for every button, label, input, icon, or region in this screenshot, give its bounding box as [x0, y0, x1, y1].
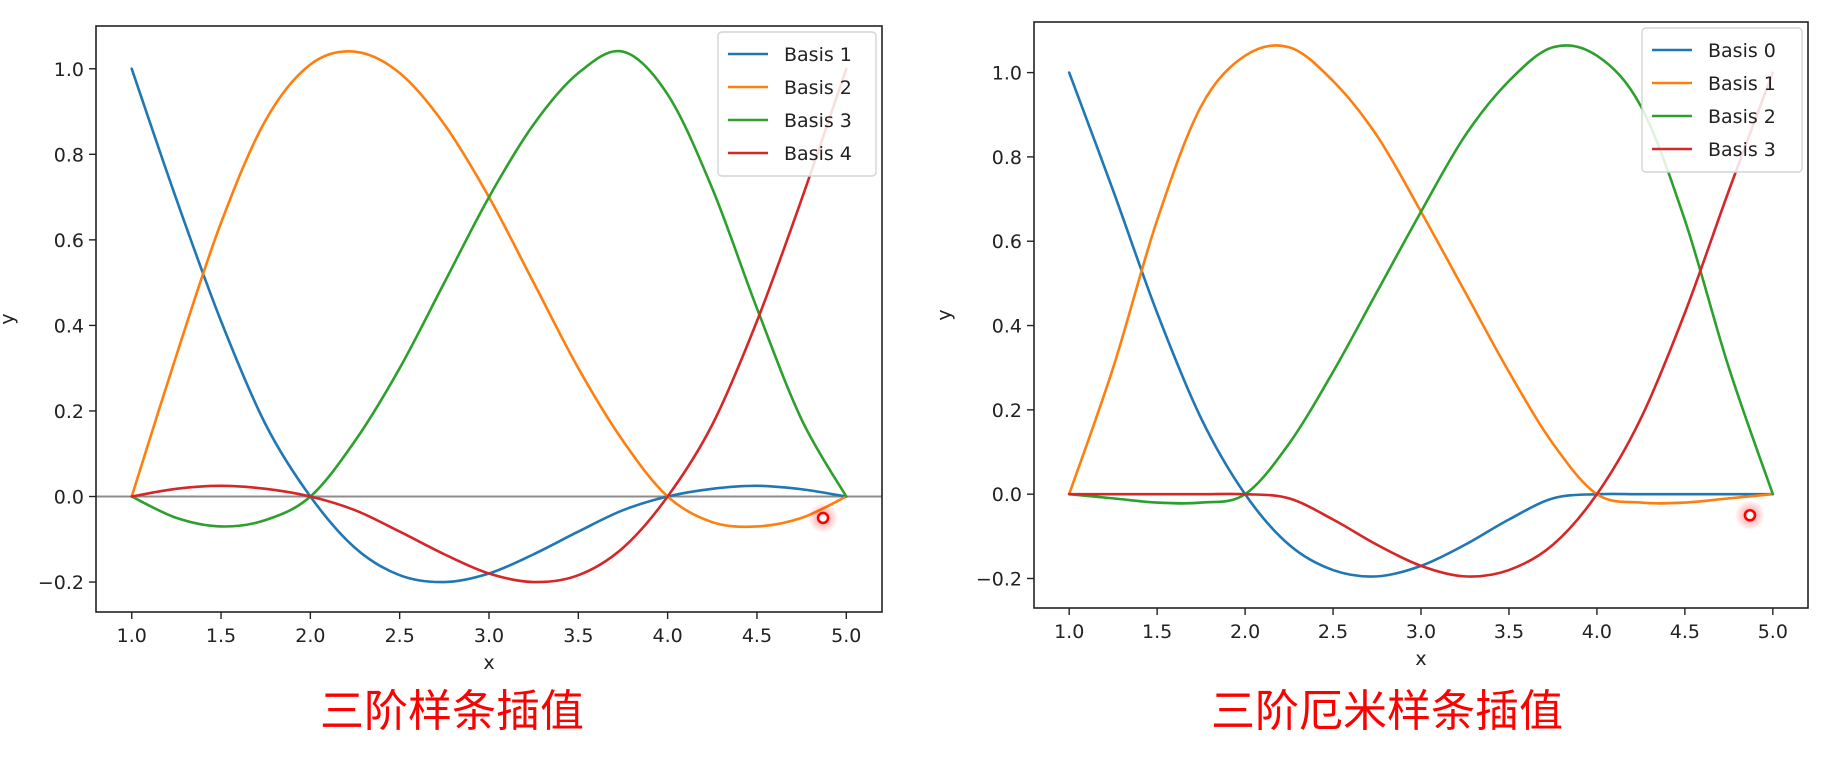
x-tick-label: 2.5 [385, 625, 415, 647]
y-tick-label: 0.2 [992, 400, 1022, 422]
x-tick-label: 2.5 [1318, 621, 1348, 643]
legend-box [1641, 27, 1803, 173]
x-tick-label: 3.0 [474, 625, 504, 647]
y-tick-label: 0.8 [992, 147, 1022, 169]
y-tick-label: 1.0 [54, 59, 84, 81]
series-line-3 [130, 49, 848, 528]
x-axis-label: x [483, 652, 494, 674]
legend-label: Basis 2 [1708, 106, 1776, 128]
x-tick-label: 3.5 [1494, 621, 1524, 643]
series-line-4 [1067, 71, 1775, 578]
legend-label: Basis 3 [1708, 139, 1776, 161]
y-tick-label: 1.0 [992, 63, 1022, 85]
hermite-caption: 三阶厄米样条插值 [1211, 686, 1563, 737]
legend: Basis 0 Basis 1 Basis 2 Basis 3 [1641, 27, 1803, 173]
y-tick-label: 0.6 [992, 231, 1022, 253]
legend: Basis 1 Basis 2 Basis 3 Basis 4 [717, 31, 877, 177]
y-tick-label: 0.8 [54, 144, 84, 166]
x-tick-label: 1.5 [1142, 621, 1172, 643]
y-tick-label: 0.4 [992, 316, 1022, 338]
x-axis-label: x [1415, 648, 1426, 670]
series-line-2 [130, 50, 848, 529]
x-tick-label: 3.0 [1406, 621, 1436, 643]
y-tick-label: 0.0 [992, 484, 1022, 506]
x-tick-label: 2.0 [295, 625, 325, 647]
legend-label: Basis 3 [784, 110, 852, 132]
x-tick-label: 3.5 [563, 625, 593, 647]
series-line-1 [1067, 71, 1775, 578]
y-axis-label: y [934, 309, 956, 320]
y-tick-label: −0.2 [38, 572, 84, 594]
x-tick-label: 4.5 [742, 625, 772, 647]
x-tick-label: 1.5 [206, 625, 236, 647]
y-tick-label: −0.2 [976, 568, 1022, 590]
y-axis-label: y [0, 313, 19, 324]
x-tick-label: 4.0 [1582, 621, 1612, 643]
series-line-2 [1067, 44, 1775, 505]
x-tick-label: 5.0 [831, 625, 861, 647]
x-tick-label: 1.0 [1054, 621, 1084, 643]
spline-caption: 三阶样条插值 [320, 686, 584, 737]
cursor-marker [1743, 508, 1757, 522]
legend-label: Basis 4 [784, 143, 852, 165]
hermite-chart: 1.0 1.5 2.0 2.5 3.0 3.5 4.0 4.5 5.0 −0.2 0.0 0.2 0.4… [934, 21, 1809, 670]
y-tick-label: 0.0 [54, 487, 84, 509]
x-tick-label: 2.0 [1230, 621, 1260, 643]
series-line-1 [130, 67, 848, 584]
x-tick-label: 4.0 [653, 625, 683, 647]
series-line-3 [1067, 44, 1775, 505]
legend-label: Basis 1 [784, 44, 852, 66]
legend-label: Basis 2 [784, 77, 852, 99]
legend-label: Basis 1 [1708, 73, 1776, 95]
x-tick-label: 1.0 [117, 625, 147, 647]
series-line-4 [130, 67, 848, 584]
y-tick-label: 0.6 [54, 230, 84, 252]
legend-box [717, 31, 877, 177]
legend-label: Basis 0 [1708, 40, 1776, 62]
y-tick-label: 0.4 [54, 315, 84, 337]
x-tick-label: 4.5 [1670, 621, 1700, 643]
y-tick-label: 0.2 [54, 401, 84, 423]
cursor-marker [816, 511, 830, 525]
spline-chart: 1.0 1.5 2.0 2.5 3.0 3.5 4.0 4.5 5.0 −0.2 0.0 0.2 0.4… [0, 25, 883, 674]
x-tick-label: 5.0 [1758, 621, 1788, 643]
